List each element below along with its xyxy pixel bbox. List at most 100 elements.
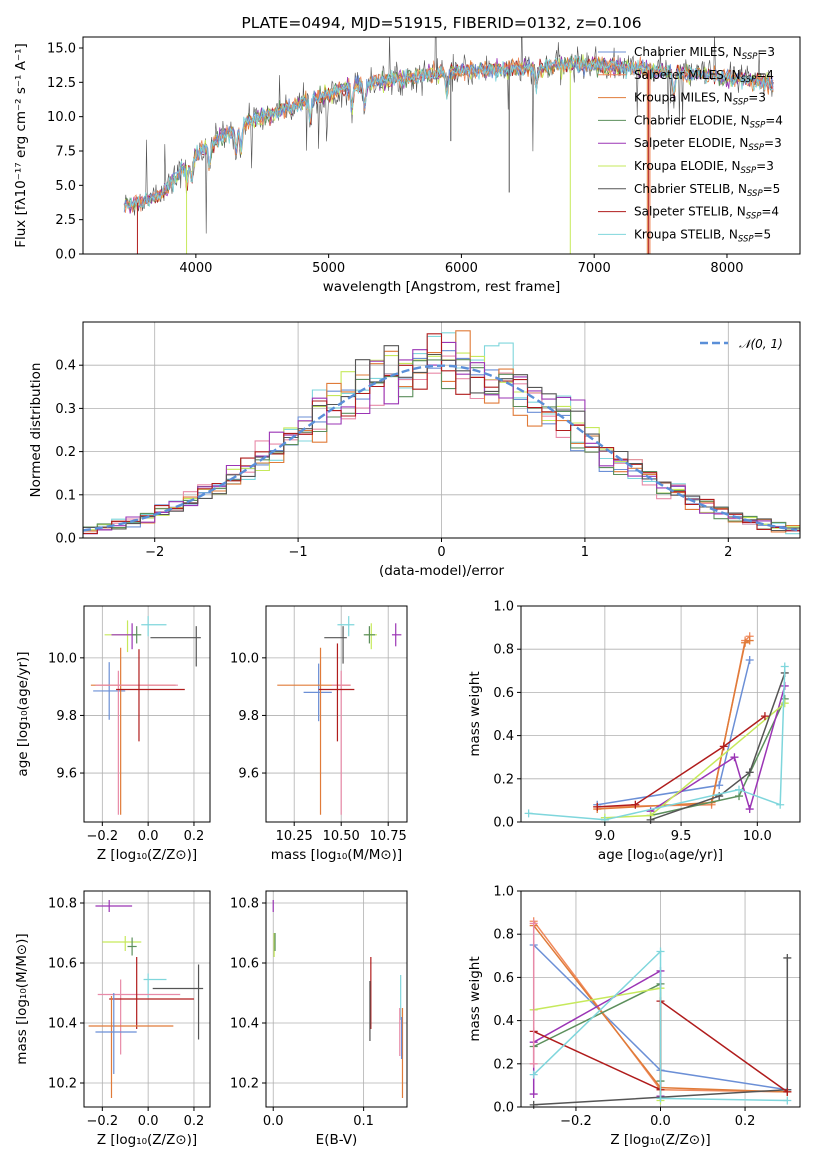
- weight-marker-chabrier_miles: [745, 656, 754, 664]
- x-tick-label: 5000: [312, 261, 345, 276]
- errorbar-point-kroupa_stelib: [143, 973, 167, 998]
- x-axis-label: Z [log₁₀(Z/Z⊙)]: [610, 1132, 710, 1148]
- errorbar-point-chabrier_elodie: [132, 626, 142, 644]
- x-tick-label: −0.2: [560, 1114, 592, 1129]
- errorbar-point-kroupa_miles: [90, 647, 176, 815]
- errorbar-point-kroupa_elodie: [365, 623, 377, 650]
- errorbar-point-pink: [97, 979, 181, 1055]
- x-tick-label: 0.2: [184, 829, 205, 844]
- y-tick-label: 0.0: [493, 816, 514, 831]
- x-tick-label: 10.0: [743, 829, 772, 844]
- errorbar-point-kroupa_stelib: [141, 616, 167, 637]
- y-tick-label: 0.2: [493, 1057, 514, 1072]
- axes-residuals: 𝒩(0, 1) −2 −1 0 1 2 0.0 0.1 0.2 0.3 0.4 (data-model…: [28, 321, 801, 579]
- x-tick-label: 0.0: [650, 1114, 671, 1129]
- x-tick-label: 0.0: [138, 829, 159, 844]
- y-tick-label: 9.8: [238, 709, 259, 724]
- y-tick-label: 10.4: [48, 1017, 77, 1032]
- x-tick-label: 9.5: [671, 829, 692, 844]
- weight-marker-chabrier_stelib: [529, 1100, 538, 1109]
- y-tick-label: 0.4: [55, 359, 76, 374]
- weight-line-salpeter_stelib: [597, 715, 766, 808]
- weight-marker-kroupa_miles: [741, 638, 750, 647]
- y-tick-label: 10.4: [230, 1017, 259, 1032]
- axes-spectrum: PLATE=0494, MJD=51915, FIBERID=0132, z=0…: [13, 14, 801, 295]
- axes-frame: [265, 605, 408, 823]
- legend-label: Salpeter ELODIE, NSSP=3: [634, 136, 782, 153]
- weight-marker-chabrier_stelib: [783, 953, 792, 962]
- y-tick-label: 0.0: [493, 1101, 514, 1116]
- chart-title: PLATE=0494, MJD=51915, FIBERID=0132, z=0…: [241, 14, 641, 32]
- weight-line-salpeter_miles: [597, 635, 751, 808]
- y-tick-label: 0.4: [493, 729, 514, 744]
- y-axis-label: age [log₁₀(age/yr)]: [15, 651, 31, 776]
- spectrum-line-kroupa_stelib: [123, 55, 774, 210]
- y-tick-label: 0.2: [55, 445, 76, 460]
- weight-line-kroupa_miles: [597, 639, 751, 810]
- x-axis-label: (data-model)/error: [379, 563, 505, 579]
- errorbar-point-salpeter_elodie: [391, 623, 402, 647]
- y-tick-label: 0.8: [493, 643, 514, 658]
- errorbar-point-salpeter_stelib: [109, 957, 194, 1029]
- axes-frame: [520, 605, 801, 823]
- x-tick-label: 1: [581, 545, 589, 560]
- x-tick-label: 10.50: [323, 829, 360, 844]
- errorbar-point-salpeter_elodie: [111, 623, 137, 650]
- weight-marker-kroupa_stelib: [776, 800, 785, 809]
- x-axis-label: Z [log₁₀(Z/Z⊙)]: [97, 1132, 197, 1148]
- legend-label: Chabrier ELODIE, NSSP=4: [634, 113, 783, 130]
- y-tick-label: 0.6: [493, 686, 514, 701]
- legend-label: Kroupa ELODIE, NSSP=3: [634, 159, 774, 176]
- weight-marker-kroupa_stelib: [780, 662, 789, 671]
- x-tick-label: 10.25: [276, 829, 313, 844]
- gaussian-curve: [83, 364, 798, 532]
- x-tick-label: 0.1: [353, 1114, 374, 1129]
- weight-marker-salpeter_stelib: [760, 712, 769, 721]
- y-tick-label: 1.0: [493, 600, 514, 615]
- y-tick-label: 10.0: [230, 651, 259, 666]
- axes-frame: [83, 890, 211, 1108]
- weight-line-salpeter_elodie: [650, 685, 786, 812]
- x-tick-label: 0.0: [138, 1114, 159, 1129]
- axes-mass_vs_EBV: 0.0 0.1 10.2 10.4 10.6 10.8 E(B-V): [230, 890, 408, 1148]
- histogram-salpeter_stelib: [83, 333, 800, 534]
- y-tick-label: 0.4: [493, 1014, 514, 1029]
- y-tick-label: 10.8: [48, 897, 77, 912]
- axes-weight_vs_age: 9.0 9.5 10.0 0.0 0.2 0.4 0.6 0.8 1.0 age [log₁₀(a…: [467, 600, 801, 863]
- weight-marker-salpeter_stelib: [593, 802, 602, 811]
- weight-line-kroupa_elodie: [604, 702, 786, 819]
- weight-marker-kroupa_stelib: [656, 1094, 665, 1103]
- weight-marker-salpeter_stelib: [783, 1087, 792, 1096]
- y-tick-label: 0.8: [493, 928, 514, 943]
- x-axis-label: Z [log₁₀(Z/Z⊙)]: [97, 847, 197, 863]
- legend-label: Kroupa MILES, NSSP=3: [634, 91, 766, 108]
- weight-marker-kroupa_stelib: [524, 809, 533, 818]
- weight-line-kroupa_stelib: [533, 949, 788, 1102]
- y-tick-label: 10.8: [230, 897, 259, 912]
- weight-marker-salpeter_elodie: [529, 1090, 538, 1099]
- x-tick-label: 2: [724, 545, 732, 560]
- x-tick-label: 9.0: [595, 829, 616, 844]
- x-tick-label: 0: [437, 545, 445, 560]
- x-axis-label: age [log₁₀(age/yr)]: [598, 847, 723, 863]
- y-tick-label: 10.6: [48, 957, 77, 972]
- y-tick-label: 7.5: [55, 144, 76, 159]
- x-tick-label: 0.2: [735, 1114, 756, 1129]
- axes-frame: [265, 890, 408, 1108]
- errorbar-point-kroupa_elodie: [102, 936, 142, 951]
- weight-marker-salpeter_stelib: [719, 742, 728, 751]
- errorbar-point-salpeter_elodie: [95, 900, 133, 912]
- weight-marker-salpeter_stelib: [631, 800, 640, 809]
- legend-label-gaussian: 𝒩(0, 1): [739, 337, 783, 351]
- legend: Chabrier MILES, NSSP=3 Salpeter MILES, NS…: [598, 45, 783, 244]
- weight-marker-salpeter_elodie: [745, 805, 754, 814]
- errorbar-point-chabrier_stelib: [152, 964, 204, 1040]
- y-axis-label: mass [log₁₀(M/M⊙)]: [14, 933, 30, 1064]
- weight-marker-chabrier_stelib: [646, 815, 655, 824]
- legend-label: Chabrier STELIB, NSSP=5: [634, 182, 780, 199]
- weight-marker-chabrier_miles: [715, 781, 724, 790]
- y-tick-label: 0.0: [55, 532, 76, 547]
- legend-label: Salpeter MILES, NSSP=4: [634, 68, 774, 85]
- x-tick-label: 10.75: [370, 829, 407, 844]
